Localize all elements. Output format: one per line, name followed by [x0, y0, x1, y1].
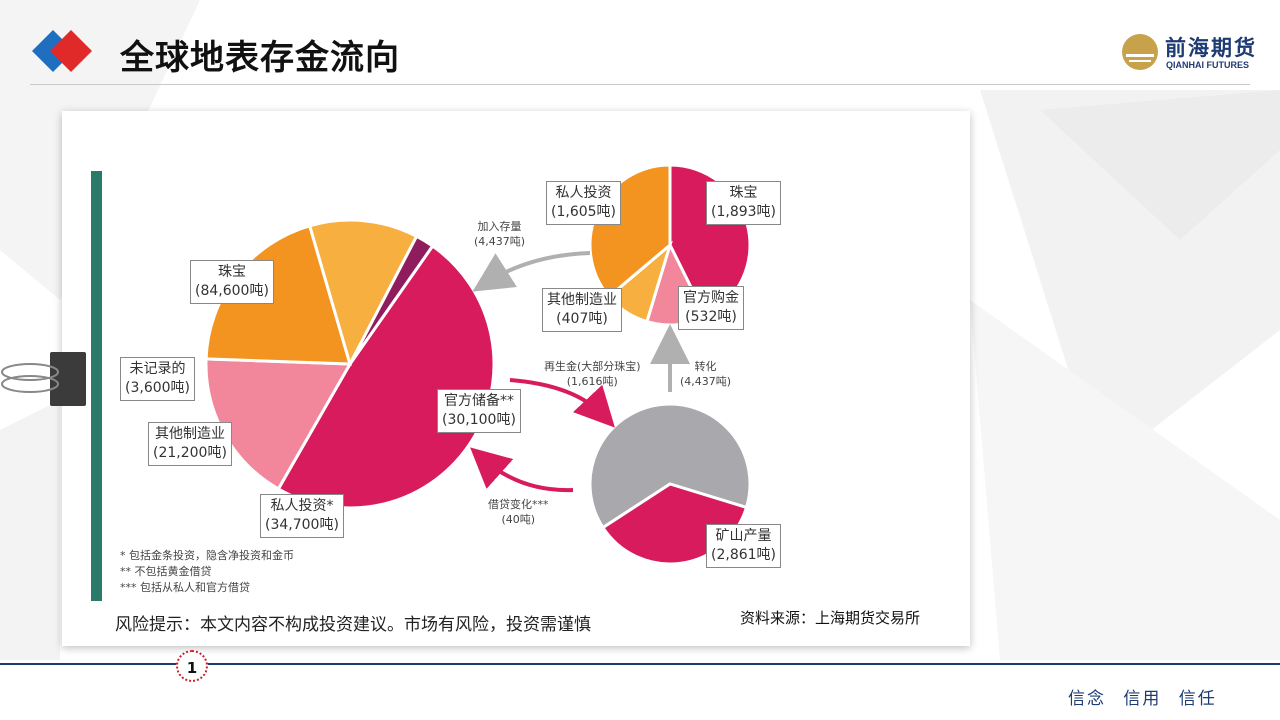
footnotes: * 包括金条投资，隐含净投资和金币 ** 不包括黄金借贷 *** 包括从私人和官…: [120, 548, 294, 596]
pie-slice-supply-0: [588, 402, 752, 530]
data-source: 资料来源：上海期货交易所: [740, 609, 921, 627]
footer-divider: [0, 663, 1280, 665]
pie-slice-total-4: [348, 234, 435, 365]
label-other-manufacturing-total: 其他制造业 (21,200吨): [148, 422, 232, 466]
label-unrecorded: 未记录的 (3,600吨): [120, 357, 196, 401]
label-mine-production: 矿山产量 (2,861吨): [706, 524, 782, 568]
binder-clip-icon: [1, 352, 86, 406]
flow-label-lending: 借贷变化*** (40吨): [488, 498, 549, 526]
accent-bar: [91, 171, 102, 601]
flow-label-recycle: 再生金(大部分珠宝) (1,616吨): [544, 360, 641, 388]
brand-logo-icon: [1122, 34, 1158, 70]
footer-motto: 信念 信用 信任: [1068, 689, 1217, 709]
flow-arrow-lending: [470, 447, 574, 493]
flow-arrow-add-stock: [472, 251, 591, 292]
brand-name: 前海期货: [1165, 35, 1257, 60]
flow-label-convert: 转化 (4,437吨): [680, 360, 732, 388]
label-other-manufacturing-demand: 其他制造业 (407吨): [542, 288, 622, 332]
page-number: 1: [176, 650, 208, 682]
header-divider: [30, 84, 1250, 85]
label-jewelry-total: 珠宝 (84,600吨): [190, 260, 274, 304]
logo-diamond-icon: [32, 30, 92, 72]
page-title: 全球地表存金流向: [120, 38, 400, 78]
risk-disclaimer: 风险提示：本文内容不构成投资建议。市场有风险，投资需谨慎: [115, 615, 591, 635]
label-official-purchases: 官方购金 (532吨): [678, 286, 744, 330]
label-private-investment-demand: 私人投资 (1,605吨): [546, 181, 622, 225]
footnote: *** 包括从私人和官方借贷: [120, 581, 250, 594]
footnote: ** 不包括黄金借贷: [120, 565, 212, 578]
pie-slice-total-3: [307, 218, 419, 369]
flow-label-add-stock: 加入存量 (4,437吨): [474, 220, 526, 248]
brand-subtitle: QIANHAI FUTURES: [1166, 60, 1249, 70]
footnote: * 包括金条投资，隐含净投资和金币: [120, 549, 294, 562]
flow-arrow-recycle: [509, 378, 615, 428]
label-jewelry-demand: 珠宝 (1,893吨): [706, 181, 782, 225]
label-private-investment-total: 私人投资* (34,700吨): [260, 494, 344, 538]
label-official-reserves: 官方储备** (30,100吨): [437, 389, 521, 433]
